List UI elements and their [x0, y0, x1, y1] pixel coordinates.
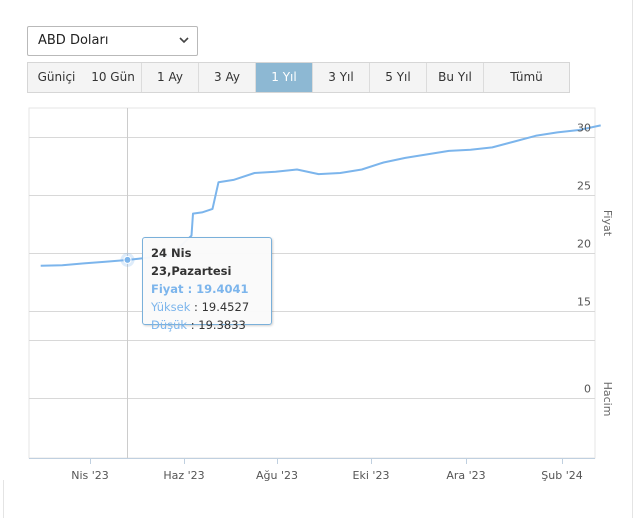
range-button-this-year[interactable]: Bu Yıl [427, 63, 484, 92]
range-button-1-year[interactable]: 1 Yıl [256, 63, 313, 92]
x-tick-label: Haz '23 [163, 469, 204, 482]
range-button-1-month[interactable]: 1 Ay [142, 63, 199, 92]
tooltip-price-row: Fiyat : 19.4041 [151, 282, 249, 296]
price-tick-label: 25 [577, 180, 591, 193]
chart-series [40, 124, 601, 267]
tooltip-high-label: Yüksek [151, 300, 191, 314]
tooltip-price-value: 19.4041 [196, 282, 249, 296]
currency-select-value: ABD Doları [38, 33, 109, 48]
tooltip-high-row: Yüksek : 19.4527 [151, 300, 250, 314]
x-tick-label: Eki '23 [353, 469, 390, 482]
chart-tooltip: 24 Nis 23,Pazartesi Fiyat : 19.4041 Yüks… [142, 237, 272, 332]
volume-axis-title: Hacim [601, 382, 614, 417]
tooltip-price-label: Fiyat [151, 282, 184, 296]
x-tick-label: Ara '23 [446, 469, 485, 482]
x-tick-label: Ağu '23 [256, 469, 298, 482]
frame-border-left [3, 480, 4, 518]
tooltip-high-value: 19.4527 [201, 300, 250, 314]
hover-point-marker [123, 255, 132, 264]
tooltip-low-row: Düşük : 19.3833 [151, 318, 246, 332]
chart-grid [28, 107, 596, 464]
chevron-down-icon [179, 37, 189, 44]
chart-axes: 15 20 25 30 0 Nis '23 Haz '23 Ağu '23 Eki '23 Ara… [71, 122, 614, 483]
range-button-3-months[interactable]: 3 Ay [199, 63, 256, 92]
price-tick-label: 20 [577, 238, 591, 251]
volume-tick-label: 0 [584, 383, 591, 396]
tooltip-title: 24 Nis 23,Pazartesi [151, 246, 232, 278]
tooltip-low-value: 19.3833 [198, 318, 246, 332]
range-button-all[interactable]: Tümü [510, 70, 543, 84]
range-button-5-years[interactable]: 5 Yıl [370, 63, 427, 92]
frame-border-right [632, 0, 633, 518]
range-selector: Güniçi 10 Gün 1 Ay 3 Ay 1 Yıl 3 Yıl 5 Yı… [27, 62, 570, 93]
x-tick-label: Şub '24 [541, 469, 582, 482]
price-tick-label: 15 [577, 296, 591, 309]
range-button-intraday[interactable]: Güniçi [37, 70, 76, 84]
range-button-3-years[interactable]: 3 Yıl [313, 63, 370, 92]
tooltip-low-label: Düşük [151, 318, 188, 332]
currency-select[interactable]: ABD Doları [27, 26, 198, 56]
x-tick-label: Nis '23 [71, 469, 109, 482]
price-axis-title: Fiyat [601, 210, 614, 237]
range-button-10-days[interactable]: 10 Gün [85, 63, 142, 92]
price-tick-label: 30 [577, 122, 591, 135]
